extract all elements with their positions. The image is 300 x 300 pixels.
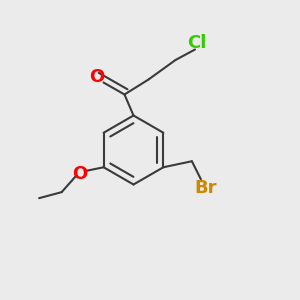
- Text: O: O: [72, 165, 87, 183]
- Text: O: O: [89, 68, 104, 86]
- Text: Br: Br: [194, 179, 217, 197]
- Text: Cl: Cl: [187, 34, 206, 52]
